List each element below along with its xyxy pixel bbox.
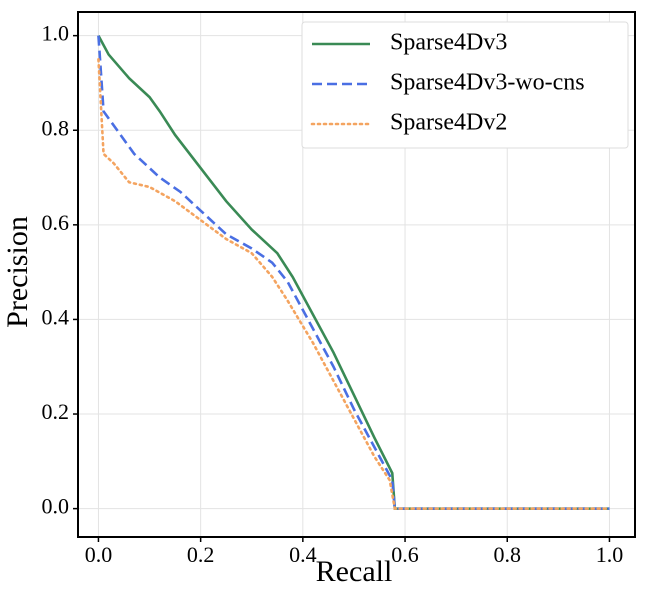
x-tick-label: 0.0 [85, 542, 113, 567]
legend-label: Sparse4Dv3-wo-cns [390, 70, 585, 96]
x-tick-label: 0.2 [187, 542, 215, 567]
legend-label: Sparse4Dv3 [390, 30, 507, 56]
x-tick-label: 0.4 [289, 542, 317, 567]
x-tick-label: 0.6 [391, 542, 419, 567]
y-tick-label: 0.2 [42, 399, 70, 424]
legend-box [301, 21, 629, 149]
y-tick-label: 0.8 [42, 115, 70, 140]
plot-frame [77, 11, 636, 538]
series-line [97, 35, 610, 510]
y-tick-label: 0.4 [42, 304, 70, 329]
x-tick-label: 0.8 [493, 542, 521, 567]
y-tick-label: 1.0 [42, 21, 70, 46]
series-line [97, 35, 610, 510]
y-axis-label: Precision [1, 216, 34, 328]
series-line [97, 57, 611, 510]
x-tick-label: 1.0 [596, 542, 624, 567]
legend-label: Sparse4Dv2 [390, 110, 507, 136]
y-tick-label: 0.0 [42, 494, 70, 519]
x-axis-label: Recall [316, 555, 393, 588]
y-tick-label: 0.6 [42, 210, 70, 235]
